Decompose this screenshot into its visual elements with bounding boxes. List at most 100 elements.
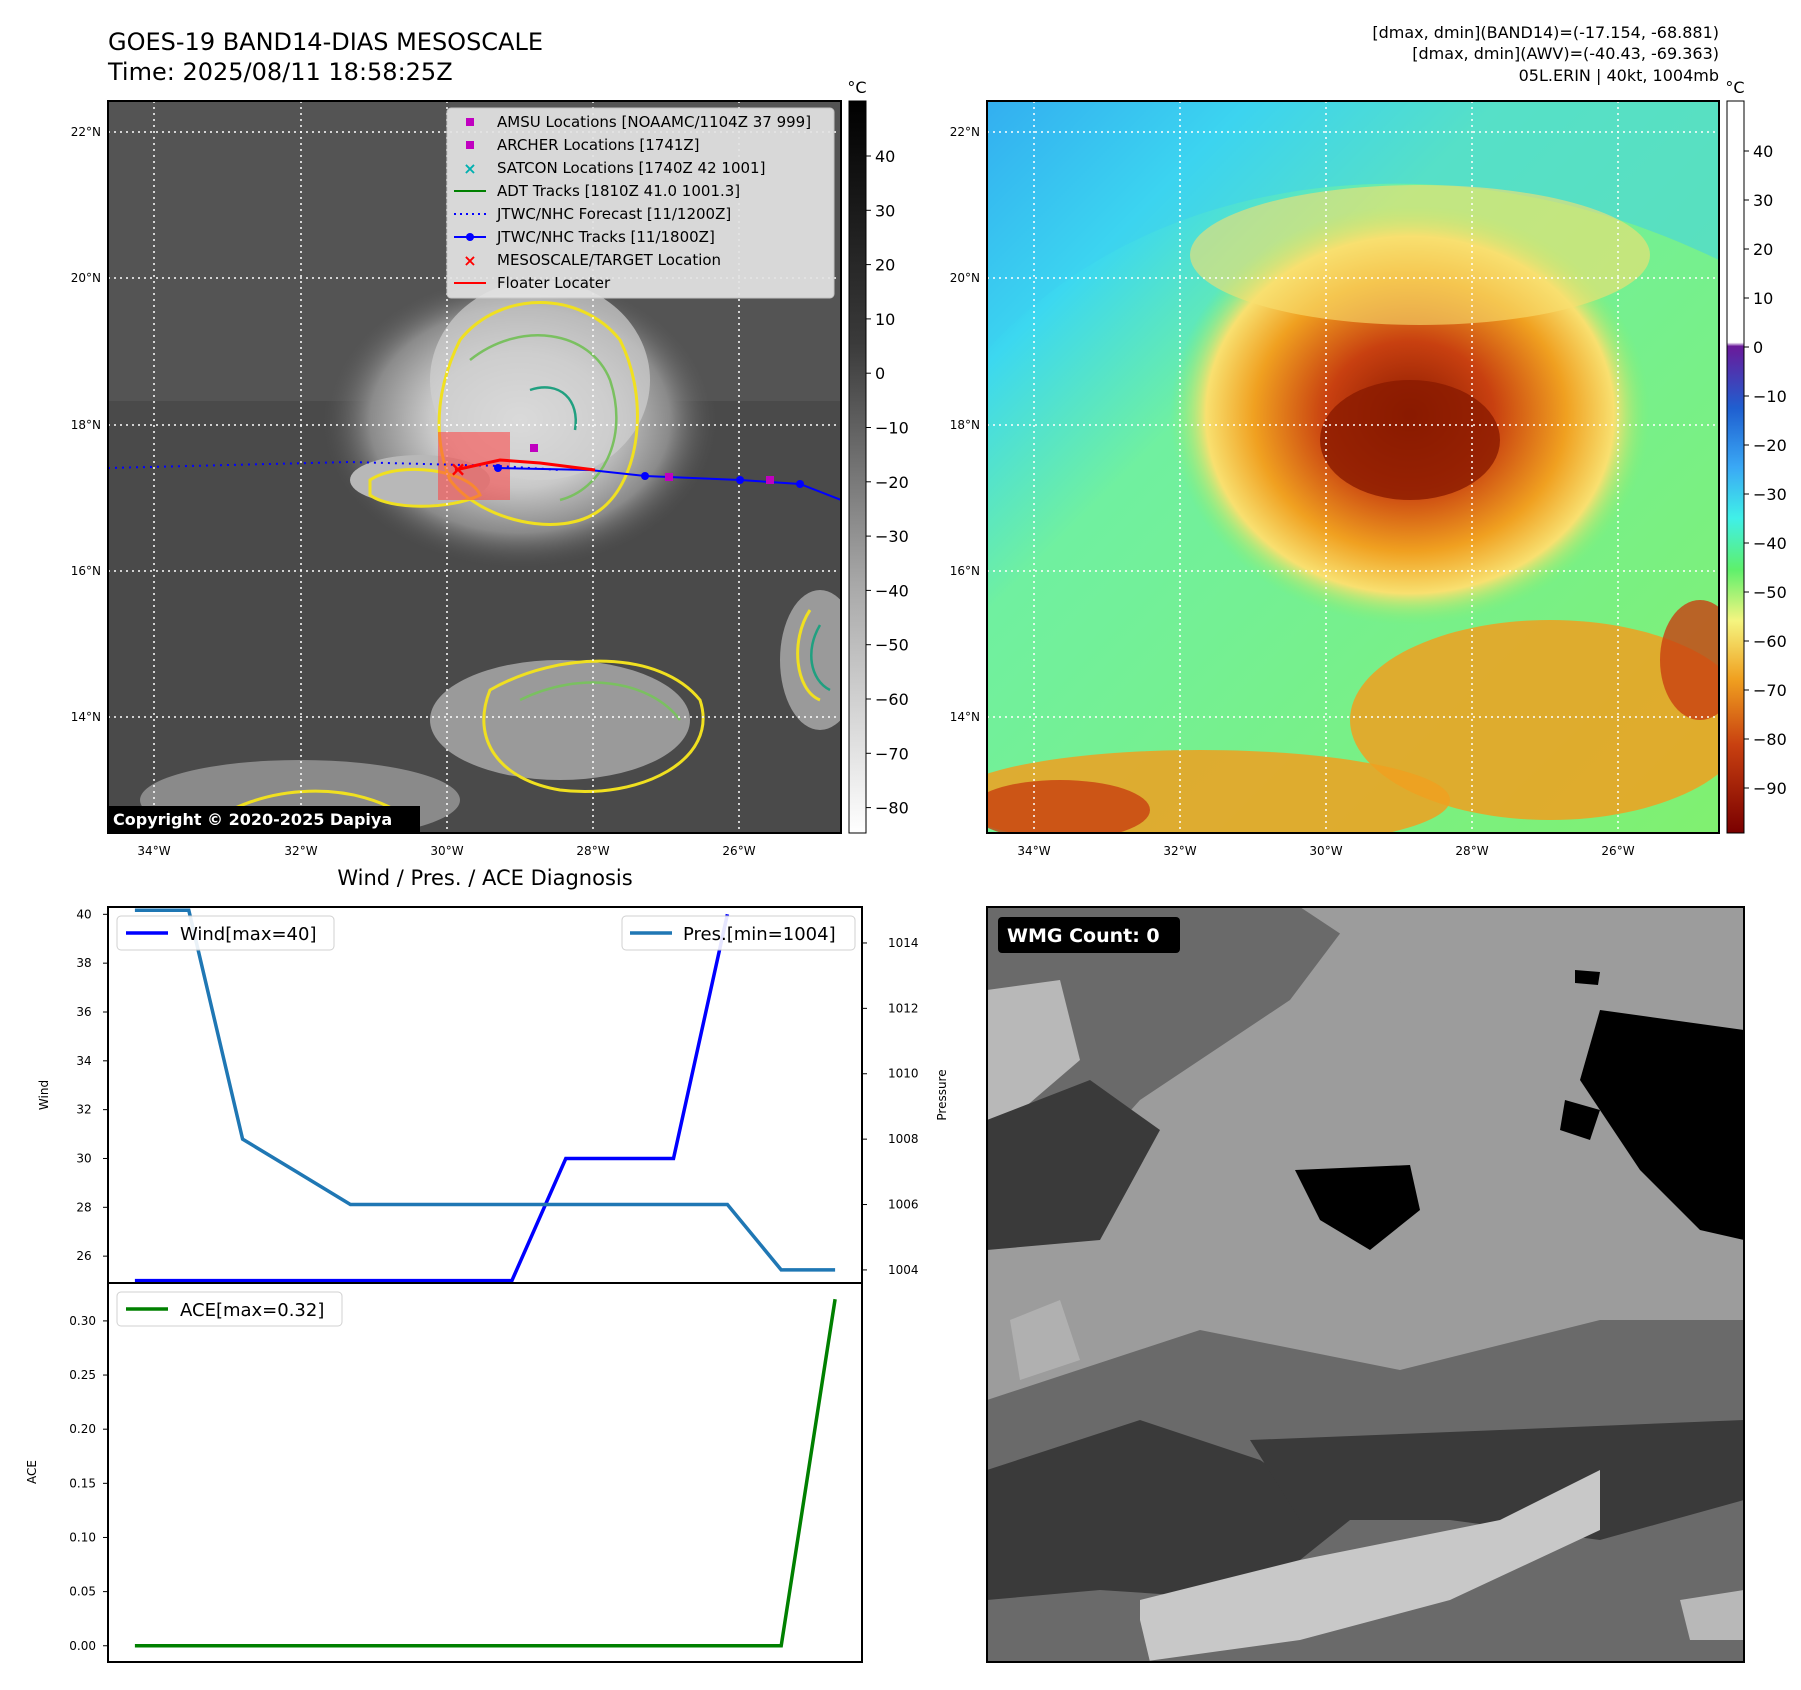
awv-colorbar: °C 40 30 20 10 0 −10 −20 −30 −40 −50 −60 −70 −80 −90 bbox=[1725, 78, 1787, 834]
ace-axis-label: ACE bbox=[25, 1460, 39, 1484]
colorbar-tick-label: −70 bbox=[875, 744, 909, 763]
figure-time: Time: 2025/08/11 18:58:25Z bbox=[107, 58, 453, 86]
stats-band14: [dmax, dmin](BAND14)=(-17.154, -68.881) bbox=[1372, 23, 1719, 42]
awv-lat-tick: 16°N bbox=[950, 564, 980, 578]
legend-label: ACE[max=0.32] bbox=[180, 1300, 324, 1321]
legend-marker bbox=[466, 141, 474, 149]
wind-tick-label: 34 bbox=[76, 1054, 91, 1068]
ir-colorbar-unit: °C bbox=[847, 78, 866, 97]
pressure-axis-label: Pressure bbox=[935, 1069, 949, 1120]
awv-lon-tick: 28°W bbox=[1455, 844, 1488, 858]
colorbar-tick-label: −30 bbox=[875, 527, 909, 546]
ir-lon-tick: 34°W bbox=[137, 844, 170, 858]
colorbar-tick-label: 20 bbox=[875, 256, 895, 275]
pressure-tick-label: 1008 bbox=[888, 1132, 919, 1146]
nhc-track bbox=[497, 467, 841, 501]
colorbar-tick-label: −90 bbox=[1753, 779, 1787, 798]
colorbar-tick-label: −60 bbox=[875, 690, 909, 709]
legend-label: JTWC/NHC Tracks [11/1800Z] bbox=[496, 228, 715, 246]
wind-tick-label: 30 bbox=[76, 1151, 91, 1165]
awv-lat-tick: 20°N bbox=[950, 271, 980, 285]
legend-label: ADT Tracks [1810Z 41.0 1001.3] bbox=[497, 182, 740, 200]
map-tick-labels: 22°N 22°N 20°N 20°N 18°N 18°N 16°N 16°N 14°N 14°N… bbox=[71, 125, 1635, 858]
target-marker: × bbox=[450, 457, 467, 481]
awv-lon-tick: 32°W bbox=[1163, 844, 1196, 858]
ace-tick-label: 0.00 bbox=[69, 1639, 96, 1653]
wmg-count-label: WMG Count: 0 bbox=[1007, 925, 1160, 947]
colorbar-tick-label: 20 bbox=[1753, 240, 1773, 259]
floater-track bbox=[454, 458, 596, 472]
legend-label: ARCHER Locations [1741Z] bbox=[497, 136, 700, 154]
awv-lon-tick: 26°W bbox=[1601, 844, 1634, 858]
pressure-tick-label: 1006 bbox=[888, 1198, 919, 1212]
awv-lon-tick: 34°W bbox=[1017, 844, 1050, 858]
ir-lon-tick: 26°W bbox=[722, 844, 755, 858]
colorbar-tick-label: 40 bbox=[1753, 142, 1773, 161]
wind-legend: Wind[max=40] bbox=[116, 915, 335, 951]
legend-label: SATCON Locations [1740Z 42 1001] bbox=[497, 159, 765, 177]
colorbar-tick-label: 0 bbox=[875, 364, 885, 383]
awv-lat-tick: 18°N bbox=[950, 418, 980, 432]
colorbar-tick-label: −80 bbox=[875, 799, 909, 818]
ir-lat-tick: 14°N bbox=[71, 710, 101, 724]
awv-panel bbox=[986, 100, 1720, 834]
colorbar-tick-label: −10 bbox=[875, 419, 909, 438]
copyright-label: Copyright © 2020-2025 Dapiya bbox=[113, 810, 392, 829]
ace-tick-label: 0.15 bbox=[69, 1476, 96, 1490]
pressure-line bbox=[134, 908, 836, 1272]
ir-lat-tick: 18°N bbox=[71, 418, 101, 432]
colorbar-tick-label: 0 bbox=[1753, 338, 1763, 357]
storm-info: 05L.ERIN | 40kt, 1004mb bbox=[1519, 66, 1719, 85]
colorbar-tick-label: −20 bbox=[1753, 436, 1787, 455]
pressure-tick-label: 1010 bbox=[888, 1067, 919, 1081]
colorbar-tick-label: −10 bbox=[1753, 387, 1787, 406]
colorbar-tick-label: −20 bbox=[875, 473, 909, 492]
legend-label: Floater Locater bbox=[497, 274, 611, 292]
colorbar-tick-label: 30 bbox=[1753, 191, 1773, 210]
awv-lat-tick: 14°N bbox=[950, 710, 980, 724]
colorbar-tick-label: −40 bbox=[1753, 534, 1787, 553]
legend-label: JTWC/NHC Forecast [11/1200Z] bbox=[496, 205, 731, 223]
ace-tick-label: 0.10 bbox=[69, 1530, 96, 1544]
ace-tick-label: 0.25 bbox=[69, 1368, 96, 1382]
pressure-tick-label: 1004 bbox=[888, 1263, 919, 1277]
legend-label: Pres.[min=1004] bbox=[683, 924, 836, 945]
wind-tick-label: 28 bbox=[76, 1200, 91, 1214]
ir-lon-tick: 32°W bbox=[284, 844, 317, 858]
colorbar-tick-label: −80 bbox=[1753, 730, 1787, 749]
colorbar-tick-label: −50 bbox=[875, 636, 909, 655]
colorbar-tick-label: −70 bbox=[1753, 681, 1787, 700]
awv-lat-tick: 22°N bbox=[950, 125, 980, 139]
ir-lon-tick: 30°W bbox=[430, 844, 463, 858]
ir-lat-tick: 16°N bbox=[71, 564, 101, 578]
awv-colorbar-unit: °C bbox=[1725, 78, 1744, 97]
ir-legend: AMSU Locations [NOAAMC/1104Z 37 999] ARCH… bbox=[446, 107, 835, 299]
legend-marker: × bbox=[463, 159, 476, 178]
wind-tick-label: 38 bbox=[76, 956, 91, 970]
pressure-legend: Pres.[min=1004] bbox=[621, 915, 856, 951]
pressure-tick-label: 1014 bbox=[888, 936, 919, 950]
colorbar-tick-label: −40 bbox=[875, 581, 909, 600]
ir-lat-tick: 22°N bbox=[71, 125, 101, 139]
ace-chart: 0.00 0.05 0.10 0.15 0.20 0.25 0.30 ACE[max=0.32… bbox=[69, 1282, 863, 1663]
ir-colorbar: °C 40 30 20 10 0 −10 −20 −30 −40 −50 −60 −70 −80 bbox=[847, 78, 909, 834]
ir-lat-tick: 20°N bbox=[71, 271, 101, 285]
ace-tick-label: 0.20 bbox=[69, 1422, 96, 1436]
wind-tick-label: 40 bbox=[76, 907, 91, 921]
wind-line bbox=[134, 913, 730, 1283]
colorbar-tick-label: 10 bbox=[1753, 289, 1773, 308]
colorbar-tick-label: −60 bbox=[1753, 632, 1787, 651]
wind-tick-label: 32 bbox=[76, 1103, 91, 1117]
legend-marker: × bbox=[463, 251, 476, 270]
wind-tick-label: 36 bbox=[76, 1005, 91, 1019]
ace-tick-label: 0.30 bbox=[69, 1314, 96, 1328]
legend-marker-dot bbox=[466, 233, 474, 241]
ace-legend: ACE[max=0.32] bbox=[116, 1291, 343, 1327]
ace-line bbox=[134, 1298, 837, 1648]
awv-lon-tick: 30°W bbox=[1309, 844, 1342, 858]
colorbar-tick-label: −30 bbox=[1753, 485, 1787, 504]
wind-axis-label: Wind bbox=[37, 1080, 51, 1110]
ace-tick-label: 0.05 bbox=[69, 1585, 96, 1599]
ir-panel: × Copyright © 2020-2025 Dapiya AMSU Loca… bbox=[107, 100, 842, 834]
